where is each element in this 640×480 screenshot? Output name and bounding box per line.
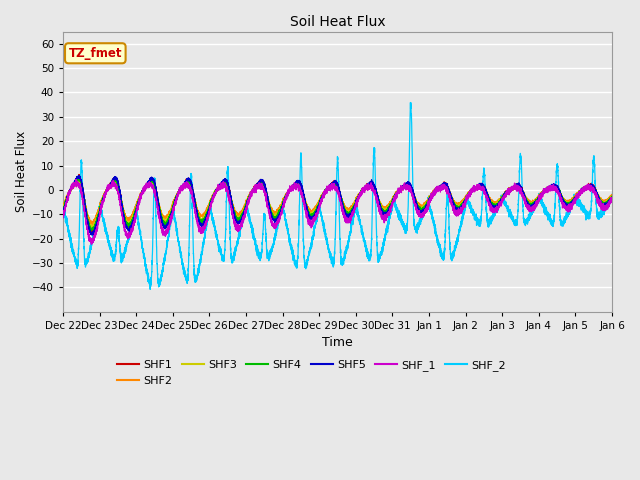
SHF_1: [461, 203, 468, 209]
SHF3: [60, 207, 67, 213]
SHF1: [579, 188, 586, 194]
SHF_1: [579, 187, 586, 192]
SHF3: [585, 184, 593, 190]
SHF4: [60, 208, 67, 214]
SHF_2: [406, 100, 414, 106]
SHF2: [608, 192, 616, 198]
SHF_1: [608, 196, 616, 202]
SHF4: [76, 175, 83, 180]
SHF3: [476, 183, 484, 189]
SHF2: [76, 179, 83, 184]
SHF2: [319, 191, 327, 197]
SHF_1: [60, 215, 67, 221]
SHF_1: [476, 184, 484, 190]
SHF2: [461, 195, 468, 201]
SHF3: [319, 192, 327, 197]
SHF_1: [585, 183, 593, 189]
SHF4: [246, 192, 253, 197]
SHF4: [319, 194, 327, 200]
Text: TZ_fmet: TZ_fmet: [68, 47, 122, 60]
Legend: SHF1, SHF2, SHF3, SHF4, SHF5, SHF_1, SHF_2: SHF1, SHF2, SHF3, SHF4, SHF5, SHF_1, SHF…: [113, 356, 511, 390]
SHF1: [585, 183, 593, 189]
SHF2: [585, 184, 593, 190]
SHF5: [608, 195, 616, 201]
SHF_2: [476, 223, 484, 229]
SHF5: [579, 187, 586, 193]
SHF1: [608, 196, 616, 202]
SHF2: [476, 185, 484, 191]
SHF2: [579, 188, 586, 194]
SHF5: [319, 192, 327, 198]
SHF1: [75, 172, 83, 178]
SHF4: [579, 185, 586, 191]
SHF_2: [579, 204, 586, 209]
SHF3: [246, 193, 253, 199]
Line: SHF3: SHF3: [63, 180, 612, 228]
SHF3: [461, 198, 468, 204]
X-axis label: Time: Time: [322, 336, 353, 349]
SHF5: [75, 173, 83, 179]
SHF5: [88, 232, 95, 238]
Line: SHF_1: SHF_1: [63, 180, 612, 244]
SHF5: [246, 195, 253, 201]
SHF1: [246, 194, 253, 200]
SHF2: [246, 193, 253, 199]
SHF1: [476, 182, 484, 188]
Line: SHF_2: SHF_2: [63, 103, 612, 289]
SHF3: [89, 226, 97, 231]
SHF_2: [60, 206, 67, 212]
SHF2: [60, 204, 67, 210]
SHF1: [461, 198, 468, 204]
Line: SHF2: SHF2: [63, 181, 612, 224]
SHF_2: [585, 213, 593, 219]
SHF1: [319, 191, 327, 196]
SHF_2: [147, 287, 154, 292]
SHF5: [60, 210, 67, 216]
SHF1: [60, 208, 67, 214]
SHF4: [461, 198, 468, 204]
SHF4: [476, 183, 484, 189]
SHF5: [461, 200, 468, 205]
Line: SHF4: SHF4: [63, 178, 612, 230]
SHF5: [476, 181, 484, 187]
SHF_2: [608, 193, 616, 199]
SHF_2: [246, 216, 253, 222]
SHF3: [579, 187, 586, 193]
SHF_1: [319, 193, 327, 199]
SHF4: [585, 185, 593, 191]
SHF_2: [319, 220, 327, 226]
Line: SHF1: SHF1: [63, 175, 612, 233]
SHF4: [88, 228, 95, 233]
SHF3: [75, 177, 83, 182]
SHF3: [608, 193, 616, 199]
Line: SHF5: SHF5: [63, 176, 612, 235]
SHF_1: [72, 177, 79, 182]
Y-axis label: Soil Heat Flux: Soil Heat Flux: [15, 131, 28, 212]
SHF1: [88, 230, 96, 236]
SHF2: [88, 221, 96, 227]
SHF_1: [88, 241, 95, 247]
SHF_1: [246, 196, 253, 202]
Title: Soil Heat Flux: Soil Heat Flux: [290, 15, 385, 29]
SHF5: [585, 182, 593, 188]
SHF4: [608, 195, 616, 201]
SHF_2: [461, 205, 468, 211]
